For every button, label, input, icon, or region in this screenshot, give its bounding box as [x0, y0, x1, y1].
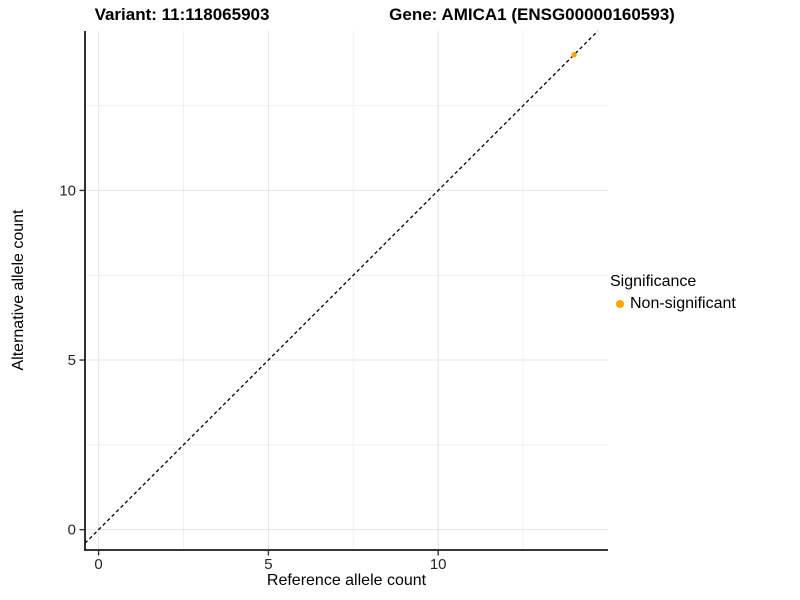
y-tick-label: 5	[68, 352, 76, 369]
y-axis-title: Alternative allele count	[10, 209, 27, 371]
legend-item-label: Non-significant	[630, 295, 736, 312]
variant-title: Variant: 11:118065903	[94, 5, 270, 24]
y-tick-label: 10	[59, 182, 76, 199]
legend-item-non-significant: Non-significant	[610, 295, 736, 313]
identity-dashed-line	[84, 30, 599, 544]
y-tick-label: 0	[68, 522, 76, 539]
legend-dot-icon	[616, 300, 624, 308]
x-axis-title: Reference allele count	[266, 572, 427, 589]
data-point	[571, 52, 577, 58]
x-tick-label: 10	[430, 556, 447, 573]
x-tick-label: 0	[94, 556, 102, 573]
x-tick-label: 5	[264, 556, 272, 573]
legend-title: Significance	[610, 273, 697, 290]
gene-title: Gene: AMICA1 (ENSG00000160593)	[389, 5, 675, 24]
legend: Significance Non-significant	[610, 273, 736, 313]
